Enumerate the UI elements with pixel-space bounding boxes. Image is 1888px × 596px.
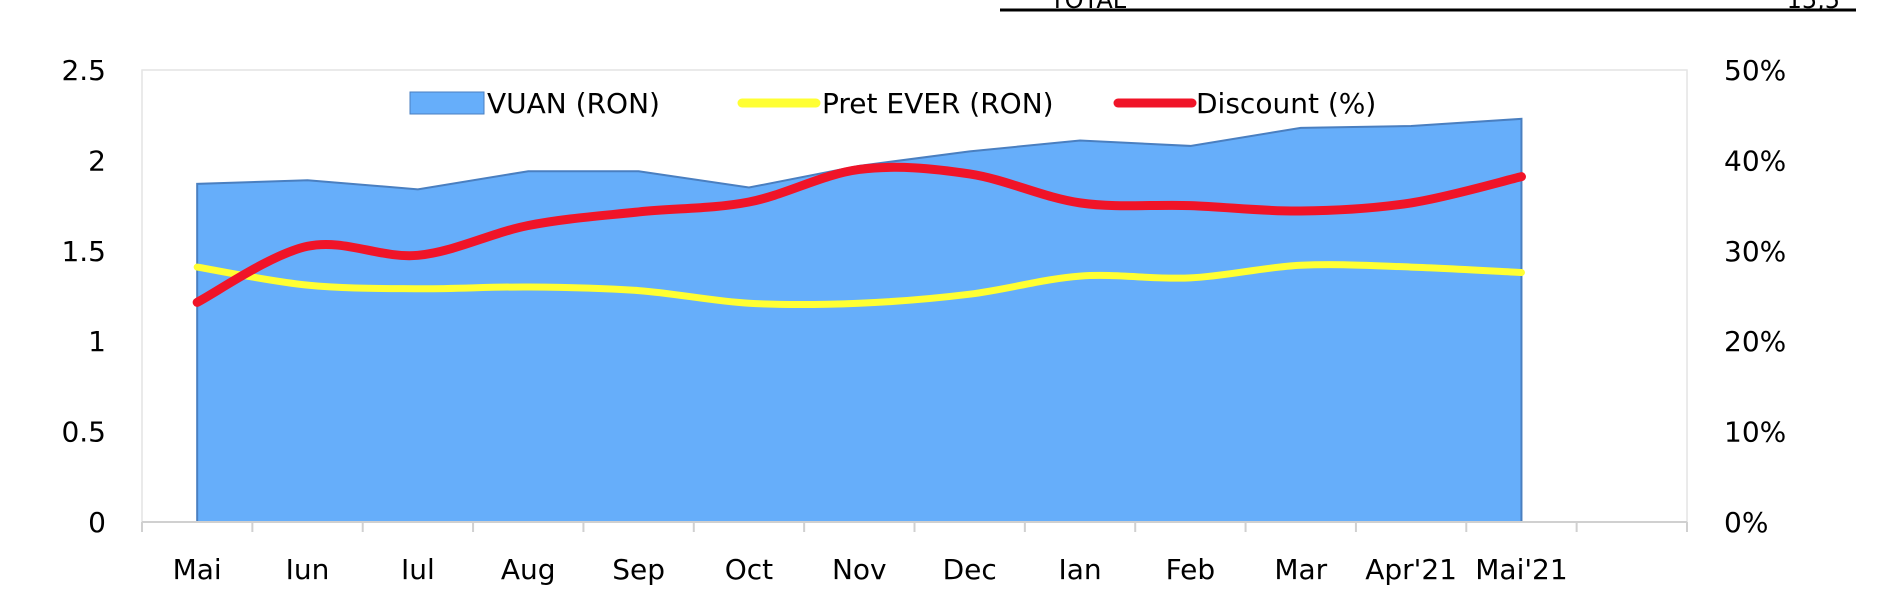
y-left-tick-label: 0.5 bbox=[61, 416, 106, 449]
x-axis-labels: Mai Iun Iul Aug Sep Oct Nov Dec Ian Feb Mar Apr'21 M… bbox=[173, 553, 1568, 586]
x-axis-ticks bbox=[141, 522, 1688, 532]
line-series-pret-ever bbox=[193, 261, 1525, 309]
x-tick-label: Feb bbox=[1166, 553, 1216, 586]
y-right-tick-label: 50% bbox=[1724, 54, 1786, 87]
y-left-tick-label: 1.5 bbox=[61, 235, 106, 268]
x-tick-label: Iul bbox=[401, 553, 435, 586]
area-layer bbox=[196, 117, 1523, 523]
y-left-axis-labels: 0 0.5 1 1.5 2 2.5 bbox=[61, 54, 106, 539]
header-fragment: TOTAL 15,5 bbox=[1000, 0, 1856, 14]
legend-label-vuan: VUAN (RON) bbox=[487, 87, 660, 120]
x-tick-label: Ian bbox=[1058, 553, 1101, 586]
lines-layer bbox=[192, 162, 1526, 309]
x-tick-label: Oct bbox=[725, 553, 773, 586]
y-right-tick-label: 30% bbox=[1724, 235, 1786, 268]
legend-label-discount: Discount (%) bbox=[1196, 87, 1376, 120]
x-tick-label: Mai bbox=[173, 553, 222, 586]
legend-item-discount: Discount (%) bbox=[1113, 87, 1376, 120]
x-tick-label: Nov bbox=[832, 553, 887, 586]
x-tick-label: Dec bbox=[943, 553, 997, 586]
legend: VUAN (RON) Pret EVER (RON) Discount (%) bbox=[409, 87, 1376, 120]
x-tick-label: Apr'21 bbox=[1365, 553, 1457, 586]
x-tick-label: Iun bbox=[286, 553, 330, 586]
legend-item-pret-ever: Pret EVER (RON) bbox=[737, 87, 1054, 120]
y-left-tick-label: 1 bbox=[88, 325, 106, 358]
y-left-tick-label: 0 bbox=[88, 506, 106, 539]
y-left-tick-label: 2 bbox=[88, 144, 106, 177]
line-series-discount bbox=[192, 162, 1526, 307]
y-right-axis-labels: 0% 10% 20% 30% 40% 50% bbox=[1724, 54, 1786, 539]
y-right-tick-label: 0% bbox=[1724, 506, 1768, 539]
area-series-vuan bbox=[196, 117, 1523, 523]
x-tick-label: Mai'21 bbox=[1475, 553, 1567, 586]
y-left-tick-label: 2.5 bbox=[61, 54, 106, 87]
legend-item-vuan: VUAN (RON) bbox=[409, 87, 660, 120]
y-right-tick-label: 40% bbox=[1724, 144, 1786, 177]
legend-swatch-vuan bbox=[409, 91, 485, 115]
header-right-text: 15,5 bbox=[1787, 0, 1840, 14]
header-left-text: TOTAL bbox=[1049, 0, 1127, 14]
x-tick-label: Aug bbox=[501, 553, 556, 586]
y-right-tick-label: 10% bbox=[1724, 416, 1786, 449]
x-tick-label: Mar bbox=[1274, 553, 1327, 586]
legend-label-pret-ever: Pret EVER (RON) bbox=[822, 87, 1054, 120]
y-right-tick-label: 20% bbox=[1724, 325, 1786, 358]
x-tick-label: Sep bbox=[612, 553, 665, 586]
